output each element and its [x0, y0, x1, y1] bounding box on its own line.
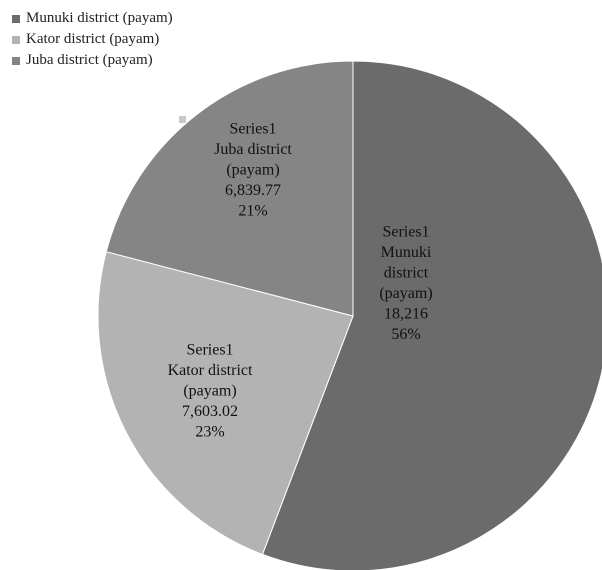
data-label-line: 18,216	[384, 305, 428, 322]
data-label-line: (payam)	[379, 285, 432, 302]
data-label-line: 7,603.02	[182, 403, 238, 420]
data-label-line: 6,839.77	[225, 182, 281, 199]
data-label-juba: Series1 Juba district (payam) 6,839.77 21%	[214, 121, 292, 220]
legend-item-kator: Kator district (payam)	[12, 29, 173, 50]
pie-slice-juba	[105, 60, 354, 317]
legend-swatch-juba	[12, 56, 20, 65]
data-label-line: (payam)	[226, 162, 279, 179]
data-label-line: district	[384, 264, 429, 281]
legend-label-kator: Kator district (payam)	[26, 31, 160, 47]
data-label-munuki: Series1 Munuki district (payam) 18,216 56%	[379, 223, 432, 343]
data-label-line: Munuki	[381, 244, 432, 261]
data-label-kator: Series1 Kator district (payam) 7,603.02 23%	[168, 342, 253, 441]
data-label-line: Series1	[382, 223, 429, 240]
chart-legend: Munuki district (payam) Kator district (…	[12, 8, 173, 71]
data-label-line: Series1	[229, 121, 276, 138]
legend-item-juba: Juba district (payam)	[12, 50, 173, 71]
data-label-line: (payam)	[183, 383, 236, 400]
label-marker	[179, 116, 186, 123]
data-label-line: 56%	[391, 326, 420, 343]
data-label-line: Juba district	[214, 141, 292, 158]
legend-swatch-munuki	[12, 14, 20, 23]
legend-label-munuki: Munuki district (payam)	[26, 10, 173, 26]
data-label-line: 23%	[195, 424, 224, 441]
data-label-line: Series1	[186, 342, 233, 359]
data-label-line: Kator district	[168, 362, 253, 379]
pie-slice-munuki	[261, 60, 602, 570]
data-label-line: 21%	[238, 203, 267, 220]
legend-item-munuki: Munuki district (payam)	[12, 8, 173, 29]
legend-swatch-kator	[12, 35, 20, 44]
legend-label-juba: Juba district (payam)	[26, 52, 153, 68]
pie-slice-kator	[97, 251, 354, 556]
